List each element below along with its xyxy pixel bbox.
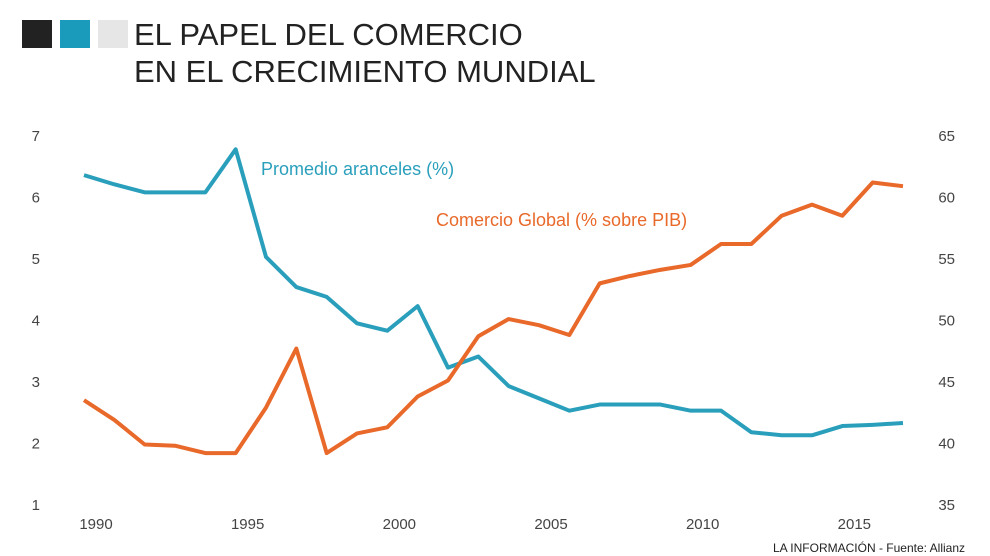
y-tick-label: 4 — [32, 312, 40, 329]
y-tick-label: 3 — [32, 374, 40, 391]
x-tick-label: 2005 — [534, 516, 567, 533]
y-tick-label: 1 — [32, 497, 40, 514]
y-tick-label: 5 — [32, 251, 40, 268]
x-tick-label: 2010 — [686, 516, 719, 533]
y2-tick-label: 55 — [938, 251, 955, 268]
y2-tick-label: 40 — [938, 435, 955, 452]
x-tick-label: 1990 — [79, 516, 112, 533]
y-tick-label: 6 — [32, 189, 40, 206]
header-square — [98, 20, 128, 48]
header-square — [22, 20, 52, 48]
y2-tick-label: 35 — [938, 497, 955, 514]
y2-tick-label: 45 — [938, 374, 955, 391]
y-tick-label: 7 — [32, 128, 40, 145]
y-tick-label: 2 — [32, 435, 40, 452]
x-tick-label: 2015 — [838, 516, 871, 533]
header-square — [60, 20, 90, 48]
x-tick-label: 1995 — [231, 516, 264, 533]
series-label: Promedio aranceles (%) — [261, 159, 454, 179]
chart-title: EL PAPEL DEL COMERCIO — [134, 17, 523, 52]
x-tick-label: 2000 — [383, 516, 416, 533]
y2-tick-label: 65 — [938, 128, 955, 145]
chart-title: EN EL CRECIMIENTO MUNDIAL — [134, 54, 596, 89]
series-label: Comercio Global (% sobre PIB) — [436, 210, 687, 230]
series-line — [83, 147, 904, 438]
y2-tick-label: 50 — [938, 312, 955, 329]
source: LA INFORMACIÓN - Fuente: Allianz — [773, 540, 965, 555]
y2-tick-label: 60 — [938, 189, 955, 206]
series-line — [82, 180, 904, 456]
